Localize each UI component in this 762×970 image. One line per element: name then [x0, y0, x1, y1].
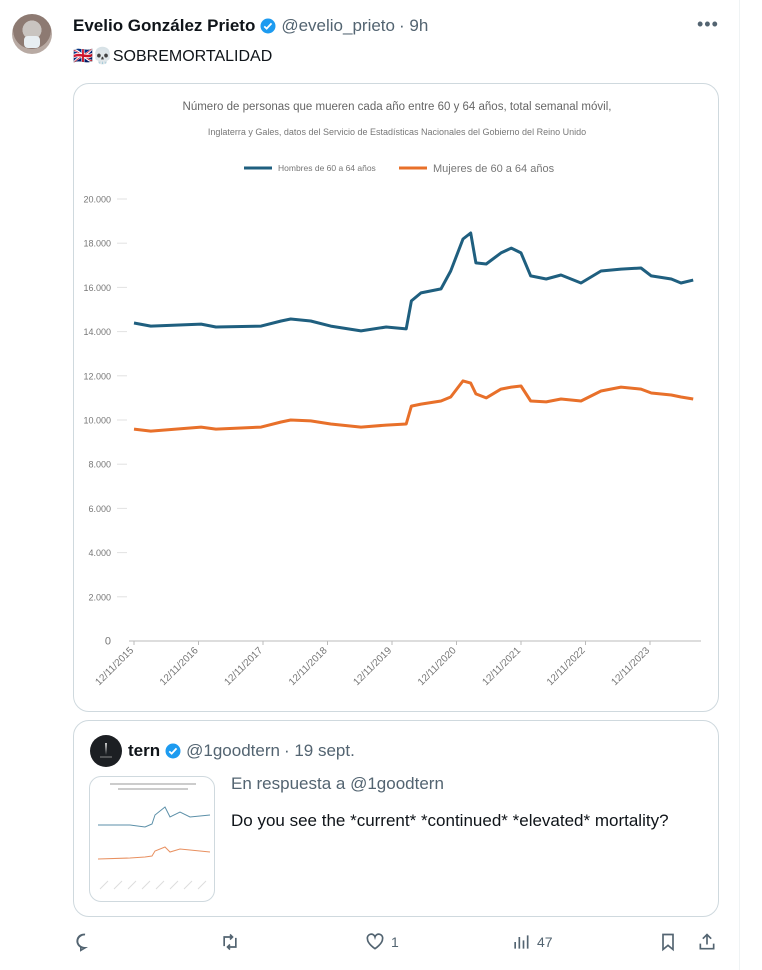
- x-tick-label: 12/11/2016: [158, 645, 201, 688]
- quoted-time: · 19 sept.: [283, 741, 355, 760]
- y-tick-label: 14.000: [83, 327, 111, 337]
- action-bar: 1 47: [73, 932, 733, 960]
- y-tick-label: 4.000: [88, 548, 111, 558]
- x-tick-label: 12/11/2021: [480, 645, 523, 688]
- x-tick-label: 12/11/2020: [416, 645, 459, 688]
- x-tick-label: 12/11/2018: [287, 645, 330, 688]
- chart-legend: Hombres de 60 a 64 años Mujeres de 60 a 6…: [244, 163, 555, 175]
- bookmark-button[interactable]: [658, 932, 678, 952]
- verified-badge-icon: [260, 18, 276, 34]
- y-tick-label: 2.000: [88, 592, 111, 602]
- reply-button[interactable]: [75, 932, 95, 952]
- bird-icon: [100, 743, 112, 758]
- series-line-women: [133, 379, 694, 433]
- x-tick-label: 12/11/2019: [351, 645, 394, 688]
- y-tick-label: 20.000: [83, 195, 111, 205]
- y-axis: 0 2.000 4.000 6.000 8.000 10.000 12.000 14.000 1…: [83, 195, 127, 648]
- x-tick-label: 12/11/2022: [545, 645, 588, 688]
- views-button[interactable]: 47: [511, 932, 553, 952]
- legend-label: Hombres de 60 a 64 años: [278, 163, 376, 173]
- chart-subtitle: Inglaterra y Gales, datos del Servicio d…: [208, 127, 586, 137]
- y-tick-label: 0: [105, 636, 111, 648]
- quoted-author-avatar: [90, 735, 122, 767]
- chart-lines: [133, 231, 694, 433]
- chart-image[interactable]: Número de personas que mueren cada año e…: [73, 83, 719, 712]
- views-icon: [514, 935, 529, 949]
- quoted-handle: @1goodtern: [186, 741, 280, 760]
- like-button[interactable]: 1: [365, 932, 399, 952]
- mortality-chart: Número de personas que mueren cada año e…: [83, 101, 701, 688]
- y-tick-label: 16.000: [83, 283, 111, 293]
- x-tick-label: 12/11/2017: [222, 645, 265, 688]
- y-tick-label: 10.000: [83, 416, 111, 426]
- heart-icon: [366, 933, 384, 950]
- x-tick-label: 12/11/2023: [609, 645, 652, 688]
- more-icon[interactable]: •••: [697, 14, 719, 34]
- retweet-icon: [223, 933, 237, 951]
- tweet-text: 🇬🇧💀SOBREMORTALIDAD: [73, 48, 273, 65]
- verified-badge-icon: [165, 743, 181, 759]
- x-axis: 12/11/2015 12/11/2016 12/11/2017 12/11/2018…: [93, 640, 701, 688]
- like-count: 1: [391, 934, 399, 950]
- chart-title: Número de personas que mueren cada año e…: [183, 101, 612, 113]
- tweet-header: Evelio González Prieto @evelio_prieto · …: [73, 16, 428, 36]
- share-button[interactable]: [697, 932, 717, 952]
- y-tick-label: 18.000: [83, 239, 111, 249]
- quoted-header: tern @1goodtern · 19 sept.: [128, 741, 355, 761]
- quoted-author-name: tern: [128, 741, 161, 760]
- quoted-text: Do you see the *current* *continued* *el…: [231, 811, 669, 830]
- y-tick-label: 12.000: [83, 371, 111, 381]
- author-avatar[interactable]: [12, 14, 52, 54]
- quoted-tweet[interactable]: tern @1goodtern · 19 sept. En respuesta …: [73, 720, 719, 917]
- share-icon: [699, 933, 715, 950]
- bookmark-icon: [662, 933, 674, 952]
- column-border: [739, 0, 740, 970]
- y-tick-label: 6.000: [88, 504, 111, 514]
- legend-label: Mujeres de 60 a 64 años: [433, 163, 555, 175]
- tweet-time[interactable]: · 9h: [398, 16, 429, 35]
- view-count: 47: [537, 934, 553, 950]
- reply-icon: [76, 933, 89, 952]
- author-name[interactable]: Evelio González Prieto: [73, 16, 256, 35]
- reply-context[interactable]: En respuesta a @1goodtern: [231, 774, 444, 793]
- y-tick-label: 8.000: [88, 460, 111, 470]
- x-tick-label: 12/11/2015: [93, 645, 136, 688]
- retweet-button[interactable]: [220, 932, 240, 952]
- series-line-men: [133, 231, 694, 333]
- quoted-chart-thumbnail: [89, 776, 215, 902]
- author-handle[interactable]: @evelio_prieto: [281, 16, 395, 35]
